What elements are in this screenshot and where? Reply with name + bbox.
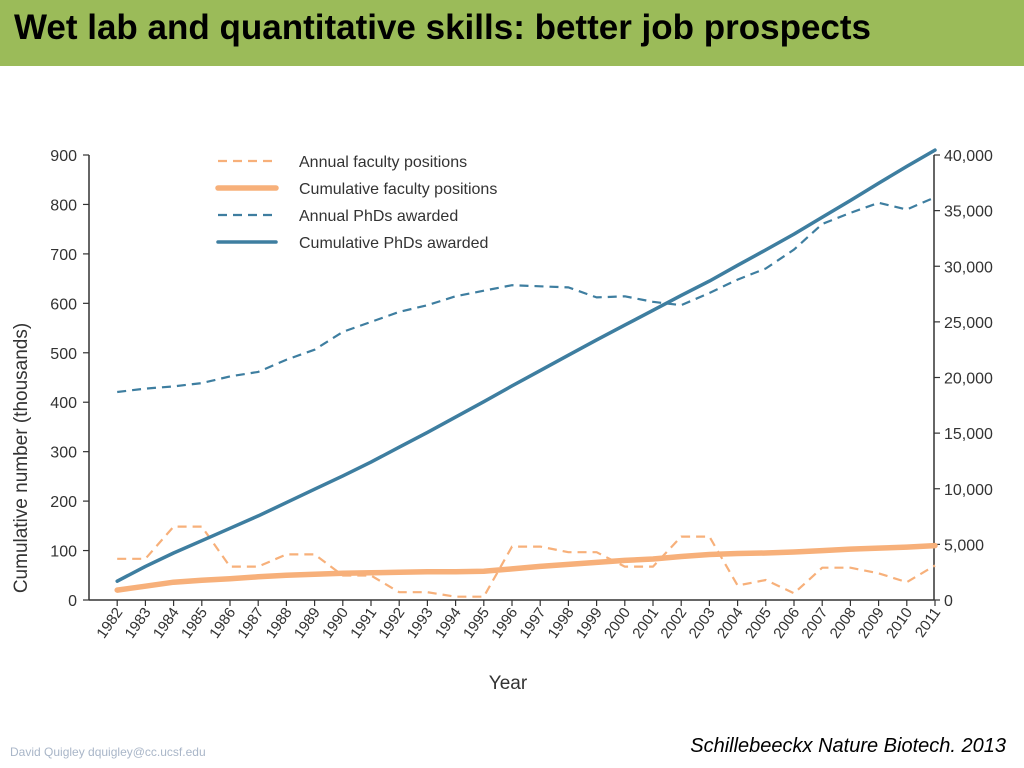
x-tick-label: 1992 — [375, 605, 408, 642]
y-tick-label-right: 5,000 — [944, 537, 984, 554]
series-line-3 — [117, 196, 936, 394]
y-tick-label-left: 100 — [50, 544, 77, 561]
y-tick-label-left: 700 — [50, 247, 77, 264]
x-tick-label: 1985 — [178, 605, 211, 642]
legend-label: Cumulative faculty positions — [299, 181, 497, 198]
x-tick-label: 1998 — [545, 605, 578, 642]
x-tick-label: 1995 — [460, 605, 493, 642]
x-tick-label: 1984 — [150, 605, 183, 642]
x-tick-label: 2008 — [827, 605, 860, 642]
x-tick-label: 2011 — [912, 605, 944, 641]
y-tick-label-right: 20,000 — [944, 371, 993, 388]
y-tick-label-right: 25,000 — [944, 315, 993, 332]
author-footer: David Quigley dquigley@cc.ucsf.edu — [10, 745, 206, 759]
x-tick-label: 2003 — [686, 605, 719, 642]
legend: Annual faculty positions Cumulative facul… — [215, 154, 497, 252]
line-chart: 0 100 200 300 400 500 600 700 800 900 0 5,000 10,000… — [11, 148, 993, 694]
chart-container: 0 100 200 300 400 500 600 700 800 900 0 5,000 10,000… — [0, 130, 1024, 700]
x-tick-label: 2010 — [883, 605, 916, 642]
x-tick-label: 2006 — [770, 605, 803, 642]
x-tick-label: 2007 — [798, 605, 831, 642]
series-line-4 — [115, 148, 937, 583]
x-tick-label: 2002 — [657, 605, 690, 642]
y-tick-label-right: 30,000 — [944, 259, 993, 276]
legend-label: Annual faculty positions — [299, 154, 467, 171]
x-tick-label: 2005 — [742, 605, 775, 642]
series-layer — [114, 148, 938, 598]
y-tick-label-right: 35,000 — [944, 204, 993, 221]
y-tick-label-right: 40,000 — [944, 148, 993, 165]
x-tick-label: 1990 — [319, 605, 352, 642]
title-bar: Wet lab and quantitative skills: better … — [0, 0, 1024, 66]
y-tick-label-left: 0 — [68, 593, 77, 610]
x-tick-label: 2001 — [629, 605, 662, 642]
x-axis-label: Year — [489, 673, 528, 694]
citation: Schillebeeckx Nature Biotech. 2013 — [690, 735, 1006, 757]
x-tick-label: 1994 — [432, 605, 465, 642]
y-tick-label-left: 300 — [50, 445, 77, 462]
x-tick-label: 1987 — [234, 605, 267, 642]
x-tick-label: 1993 — [404, 605, 437, 642]
y-tick-label-left: 600 — [50, 296, 77, 313]
x-tick-label: 1997 — [516, 605, 549, 642]
x-tick-label: 1996 — [488, 605, 521, 642]
x-tick-label: 1988 — [263, 605, 296, 642]
x-tick-label: 1989 — [291, 605, 324, 642]
y-tick-label-right: 15,000 — [944, 426, 993, 443]
y-tick-label-left: 900 — [50, 148, 77, 165]
legend-label: Cumulative PhDs awarded — [299, 235, 488, 252]
x-tick-label: 1982 — [93, 605, 126, 642]
y-tick-label-left: 400 — [50, 395, 77, 412]
series-line-1 — [117, 525, 936, 598]
x-tick-label: 1991 — [347, 605, 380, 642]
y-tick-label-right: 0 — [944, 593, 953, 610]
y-tick-label-left: 200 — [50, 494, 77, 511]
series-line-2 — [114, 542, 938, 593]
y-tick-label-left: 800 — [50, 197, 77, 214]
y-axis-label-left: Cumulative number (thousands) — [11, 323, 32, 593]
x-tick-label: 2009 — [855, 605, 888, 642]
y-tick-label-right: 10,000 — [944, 482, 993, 499]
slide-title: Wet lab and quantitative skills: better … — [14, 8, 872, 47]
legend-label: Annual PhDs awarded — [299, 208, 458, 225]
x-tick-label: 2004 — [714, 605, 747, 642]
y-tick-label-left: 500 — [50, 346, 77, 363]
x-tick-label: 1999 — [573, 605, 606, 642]
x-tick-label: 1983 — [122, 605, 155, 642]
x-tick-label: 2000 — [601, 605, 634, 642]
x-tick-label: 1986 — [206, 605, 239, 642]
